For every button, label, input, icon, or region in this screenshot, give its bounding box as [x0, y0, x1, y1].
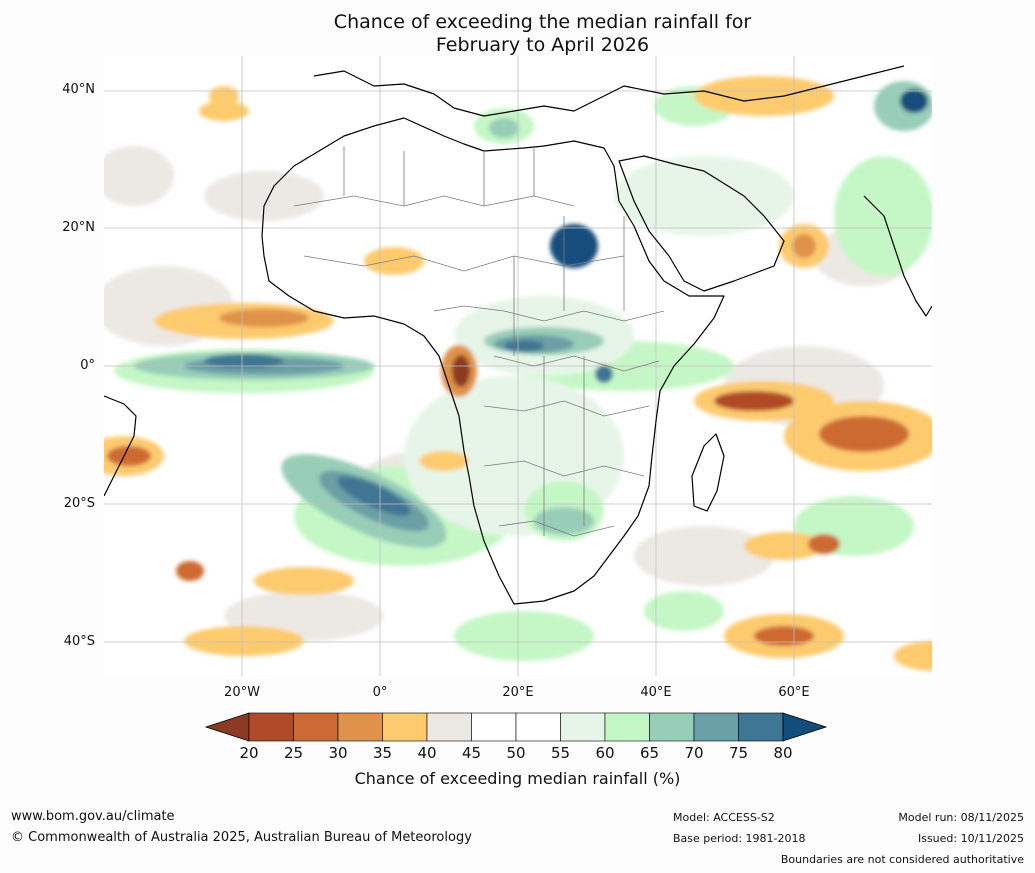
issued-date: Issued: 10/11/2025: [917, 832, 1024, 845]
rainfall-map: [104, 56, 932, 676]
colorbar-label: Chance of exceeding median rainfall (%): [354, 769, 681, 788]
colorbar-segment: [471, 712, 517, 742]
colorbar-segment: [293, 712, 339, 742]
lat-label: 20°N: [62, 220, 95, 235]
coastlines: [104, 65, 932, 605]
colorbar-segment: [337, 712, 383, 742]
colorbar-tick-label: 60: [595, 744, 615, 762]
colorbar-segment: [693, 712, 739, 742]
colorbar-segment: [604, 712, 650, 742]
colorbar-tick-label: 65: [639, 744, 660, 762]
colorbar-arrow-low: [205, 712, 250, 742]
colorbar-tick-label: 80: [773, 744, 793, 762]
lon-label: 60°E: [778, 685, 810, 700]
lat-label: 40°S: [63, 634, 95, 649]
colorbar-tick-label: 70: [684, 744, 704, 762]
colorbar-tick-label: 35: [372, 744, 393, 762]
lon-label: 40°E: [640, 685, 672, 700]
model-name: Model: ACCESS-S2: [673, 811, 775, 824]
country-boundaries: [293, 146, 665, 537]
colorbar-tick-label: 45: [461, 744, 482, 762]
title-line-2: February to April 2026: [435, 34, 650, 56]
colorbar-tick-label: 25: [283, 744, 304, 762]
colorbar-tick-label: 20: [239, 744, 259, 762]
colorbar-arrow-high: [782, 712, 828, 742]
colorbar-segment: [738, 712, 784, 742]
probability-shading: [104, 76, 932, 671]
base-period: Base period: 1981-2018: [673, 832, 806, 845]
colorbar: [205, 712, 828, 742]
colorbar-tick-label: 50: [506, 744, 526, 762]
colorbar-tick-label: 55: [550, 744, 571, 762]
colorbar-tick-label: 75: [728, 744, 749, 762]
lon-label: 0°: [372, 685, 388, 700]
model-run: Model run: 08/11/2025: [898, 811, 1024, 824]
boundaries-disclaimer: Boundaries are not considered authoritat…: [780, 853, 1024, 866]
lon-label: 20°E: [502, 685, 534, 700]
copyright-text: © Commonwealth of Australia 2025, Austra…: [11, 830, 472, 845]
colorbar-tick-label: 30: [328, 744, 348, 762]
lat-label: 0°: [80, 358, 95, 373]
colorbar-segment: [426, 712, 472, 742]
colorbar-segment: [649, 712, 695, 742]
lat-label: 40°N: [62, 82, 95, 97]
colorbar-segment: [515, 712, 561, 742]
colorbar-segment: [560, 712, 606, 742]
colorbar-segment: [382, 712, 428, 742]
colorbar-segment: [248, 712, 294, 742]
title-line-1: Chance of exceeding the median rainfall …: [333, 11, 752, 33]
colorbar-tick-label: 40: [417, 744, 437, 762]
lon-label: 20°W: [224, 685, 260, 700]
lat-label: 20°S: [63, 496, 95, 511]
website-link[interactable]: www.bom.gov.au/climate: [11, 809, 175, 824]
